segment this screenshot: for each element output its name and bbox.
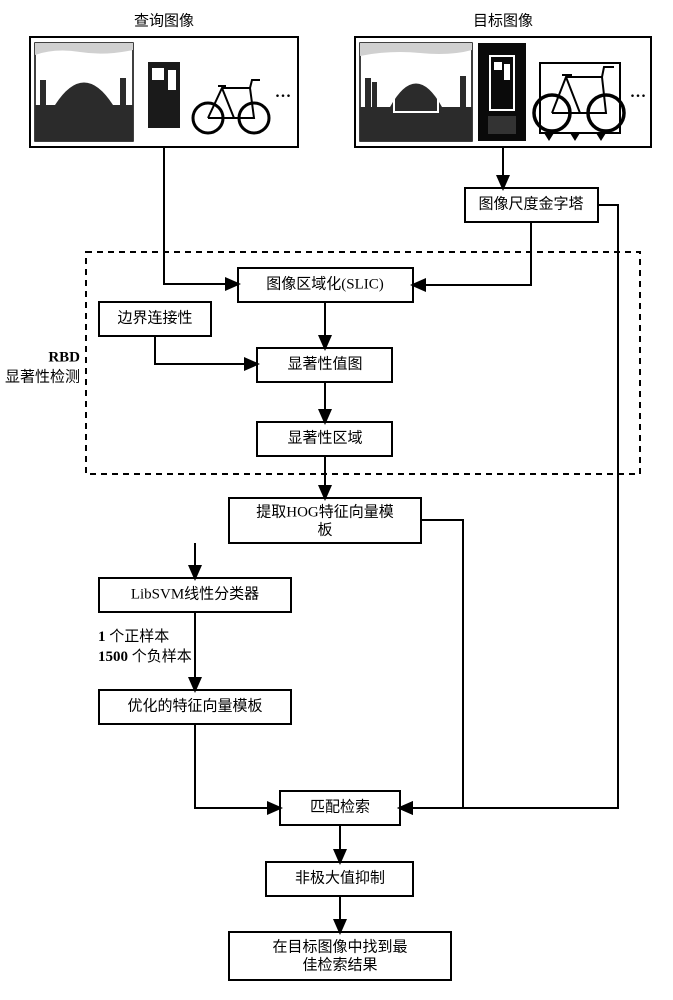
ellipsis: ... (275, 77, 292, 102)
query-image-label: 查询图像 (134, 12, 194, 29)
boundary-label: 边界连接性 (117, 309, 192, 326)
pyramid-box: 图像尺度金字塔 (465, 188, 598, 222)
result-label-2: 佳检索结果 (302, 956, 377, 973)
salregion-label: 显著性区域 (287, 429, 362, 446)
salregion-box: 显著性区域 (257, 422, 392, 456)
match-box: 匹配检索 (280, 791, 400, 825)
target-image-label: 目标图像 (473, 12, 533, 29)
arrow-boundary-to-salmap (155, 336, 257, 364)
samples-line1: 1 个正样本 (98, 628, 169, 645)
target-image-strip: ... (355, 37, 651, 147)
hog-label-2: 板 (317, 520, 332, 538)
mosque-icon (35, 43, 133, 141)
nms-label: 非极大值抑制 (295, 869, 385, 886)
rbd-label-line1: RBD (48, 349, 80, 365)
pyramid-label: 图像尺度金字塔 (478, 195, 583, 212)
match-label: 匹配检索 (310, 798, 370, 815)
query-image-strip: ... (30, 37, 298, 147)
mosque-target-icon (360, 43, 472, 141)
flowchart-canvas: 查询图像 目标图像 ... (0, 0, 673, 1000)
device-target-icon (478, 43, 526, 141)
libsvm-label: LibSVM线性分类器 (131, 585, 259, 602)
rbd-label-line2: 显著性检测 (5, 368, 80, 385)
arrow-query-to-slic (164, 147, 238, 284)
nms-box: 非极大值抑制 (266, 862, 413, 896)
salmap-box: 显著性值图 (257, 348, 392, 382)
arrow-hog-to-match (400, 520, 463, 808)
slic-box: 图像区域化(SLIC) (238, 268, 413, 302)
hog-box: 提取HOG特征向量模 板 (229, 498, 421, 543)
libsvm-box: LibSVM线性分类器 (99, 578, 291, 612)
result-label-1: 在目标图像中找到最 (272, 938, 407, 955)
boundary-box: 边界连接性 (99, 302, 211, 336)
device-icon (148, 62, 180, 128)
optimized-box: 优化的特征向量模板 (99, 690, 291, 724)
arrow-pyramid-to-slic (413, 222, 531, 285)
result-box: 在目标图像中找到最 佳检索结果 (229, 932, 451, 980)
optimized-label: 优化的特征向量模板 (127, 696, 262, 714)
hog-label-1: 提取HOG特征向量模 (256, 503, 394, 520)
ellipsis-2: ... (630, 77, 647, 102)
slic-label: 图像区域化(SLIC) (266, 275, 384, 292)
arrow-optimized-to-match (195, 724, 280, 808)
samples-line2: 1500 个负样本 (98, 648, 192, 665)
arrow-pyramid-to-match (400, 205, 618, 808)
salmap-label: 显著性值图 (287, 355, 362, 372)
